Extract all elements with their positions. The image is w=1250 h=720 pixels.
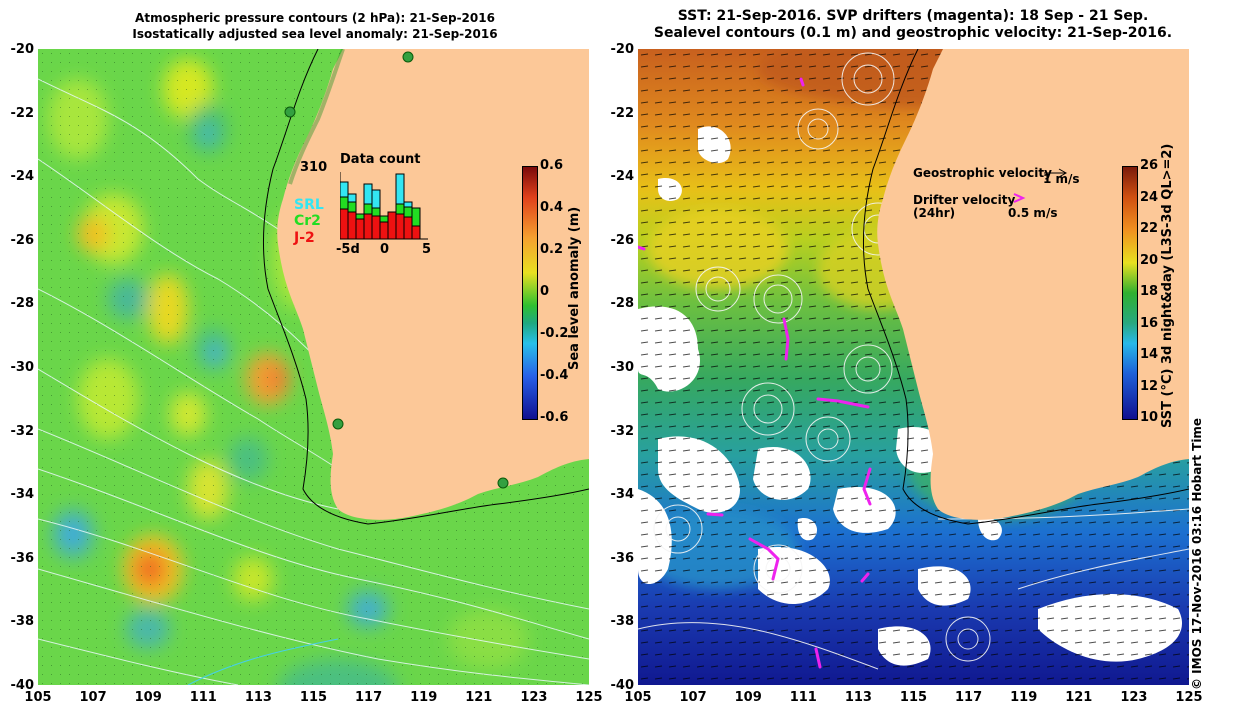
colorbar-tick: -0.2 xyxy=(540,326,569,341)
x-tick-label: 115 xyxy=(299,690,328,705)
x-tick-label: 119 xyxy=(1010,690,1038,705)
x-tick-label: 125 xyxy=(575,690,603,705)
y-tick-label: -22 xyxy=(610,105,635,121)
y-tick-label: -32 xyxy=(610,423,635,439)
y-tick-label: -36 xyxy=(610,550,635,566)
left-title-line2: Isostatically adjusted sea level anomaly… xyxy=(132,27,498,41)
y-tick-label: -26 xyxy=(10,232,35,248)
x-tick-label: 113 xyxy=(244,690,272,705)
inset-xlabel-minus5: -5d xyxy=(336,242,360,257)
imos-credit: © IMOS 17-Nov-2016 03:16 Hobart Time xyxy=(1190,417,1204,690)
colorbar-tick: 22 xyxy=(1140,221,1159,236)
x-tick-label: 107 xyxy=(79,690,107,705)
legend-cr2: Cr2 xyxy=(294,213,321,229)
x-tick-label: 119 xyxy=(410,690,438,705)
right-title: SST: 21-Sep-2016. SVP drifters (magenta)… xyxy=(638,8,1188,42)
drifter-velocity-label: Drifter velocity xyxy=(913,193,1016,207)
colorbar-tick: 10 xyxy=(1140,410,1159,425)
inset-xlabel-0: 0 xyxy=(380,242,390,257)
colorbar-tick: -0.6 xyxy=(540,410,569,425)
legend-j2: J-2 xyxy=(294,230,315,246)
colorbar-tick: 18 xyxy=(1140,284,1159,299)
colorbar-tick: 16 xyxy=(1140,315,1159,331)
x-tick-label: 123 xyxy=(1120,690,1148,705)
colorbar-tick: 24 xyxy=(1140,189,1159,205)
x-tick-label: 121 xyxy=(1065,690,1093,705)
y-tick-label: -26 xyxy=(610,232,635,248)
left-title: Atmospheric pressure contours (2 hPa): 2… xyxy=(40,10,590,42)
y-tick-label: -32 xyxy=(10,423,35,439)
y-tick-label: -30 xyxy=(610,360,635,375)
x-tick-label: 113 xyxy=(844,690,872,705)
y-tick-label: -30 xyxy=(10,360,35,375)
colorbar-tick: 26 xyxy=(1140,158,1159,173)
y-tick-label: -24 xyxy=(610,169,635,185)
colorbar-tick: -0.4 xyxy=(540,368,569,383)
inset-bar-chart xyxy=(340,172,428,240)
sea-level-anomaly-map xyxy=(38,49,589,685)
data-count-inset: Data count 310 SRL Cr2 J-2 -5d 0 5 xyxy=(294,150,436,260)
y-tick-label: -22 xyxy=(10,105,35,121)
right-title-line2: Sealevel contours (0.1 m) and geostrophi… xyxy=(653,25,1173,41)
sst-map xyxy=(638,49,1189,685)
x-tick-label: 117 xyxy=(955,690,983,705)
sst-colorbar xyxy=(1122,166,1138,420)
colorbar-tick: 0 xyxy=(540,284,550,299)
drifter-arrow-icon xyxy=(1013,193,1026,203)
x-tick-label: 111 xyxy=(789,690,817,705)
right-title-line1: SST: 21-Sep-2016. SVP drifters (magenta)… xyxy=(677,8,1149,24)
y-tick-label: -34 xyxy=(610,487,635,503)
y-tick-label: -24 xyxy=(10,169,35,185)
colorbar-tick: 12 xyxy=(1140,378,1159,394)
x-tick-label: 105 xyxy=(624,690,652,705)
y-tick-label: -40 xyxy=(10,678,35,693)
colorbar-tick: 0.4 xyxy=(540,200,564,215)
y-tick-label: -38 xyxy=(10,614,35,630)
colorbar-tick: 0.2 xyxy=(540,242,564,257)
y-tick-label: -40 xyxy=(610,678,635,693)
x-tick-label: 123 xyxy=(520,690,548,705)
drifter-scale-label: 0.5 m/s xyxy=(1008,206,1058,220)
geostrophic-scale-label: 1 m/s xyxy=(1043,172,1080,186)
x-tick-label: 109 xyxy=(134,690,162,705)
x-tick-label: 115 xyxy=(899,690,928,705)
x-tick-label: 105 xyxy=(24,690,52,705)
legend-srl: SRL xyxy=(294,197,324,213)
geostrophic-velocity-label: Geostrophic velocity xyxy=(913,166,1052,180)
x-tick-label: 109 xyxy=(734,690,762,705)
y-tick-label: -28 xyxy=(610,296,635,312)
x-tick-label: 107 xyxy=(679,690,707,705)
inset-max-label: 310 xyxy=(300,160,328,175)
sst-colorbar-label: SST (°C) 3d night&day (L3S-3d QL>=2) xyxy=(1160,143,1175,428)
x-tick-label: 125 xyxy=(1175,690,1203,705)
left-title-line1: Atmospheric pressure contours (2 hPa): 2… xyxy=(135,11,495,25)
x-tick-label: 111 xyxy=(189,690,217,705)
inset-title: Data count xyxy=(340,152,421,167)
sla-colorbar xyxy=(522,166,538,420)
drifter-sub-label: (24hr) xyxy=(913,206,956,220)
y-tick-label: -34 xyxy=(10,487,35,503)
x-tick-label: 121 xyxy=(465,690,493,705)
inset-xlabel-5: 5 xyxy=(422,242,432,257)
colorbar-tick: 0.6 xyxy=(540,158,564,173)
y-tick-label: -28 xyxy=(10,296,35,312)
y-tick-label: -36 xyxy=(10,550,35,566)
x-tick-label: 117 xyxy=(355,690,383,705)
sla-colorbar-label: Sea level anomaly (m) xyxy=(567,206,582,370)
y-tick-label: -38 xyxy=(610,614,635,630)
colorbar-tick: 20 xyxy=(1140,252,1159,268)
y-tick-label: -20 xyxy=(610,42,635,57)
colorbar-tick: 14 xyxy=(1140,347,1159,362)
y-tick-label: -20 xyxy=(10,42,35,57)
geostrophic-arrow-icon xyxy=(1044,168,1068,178)
